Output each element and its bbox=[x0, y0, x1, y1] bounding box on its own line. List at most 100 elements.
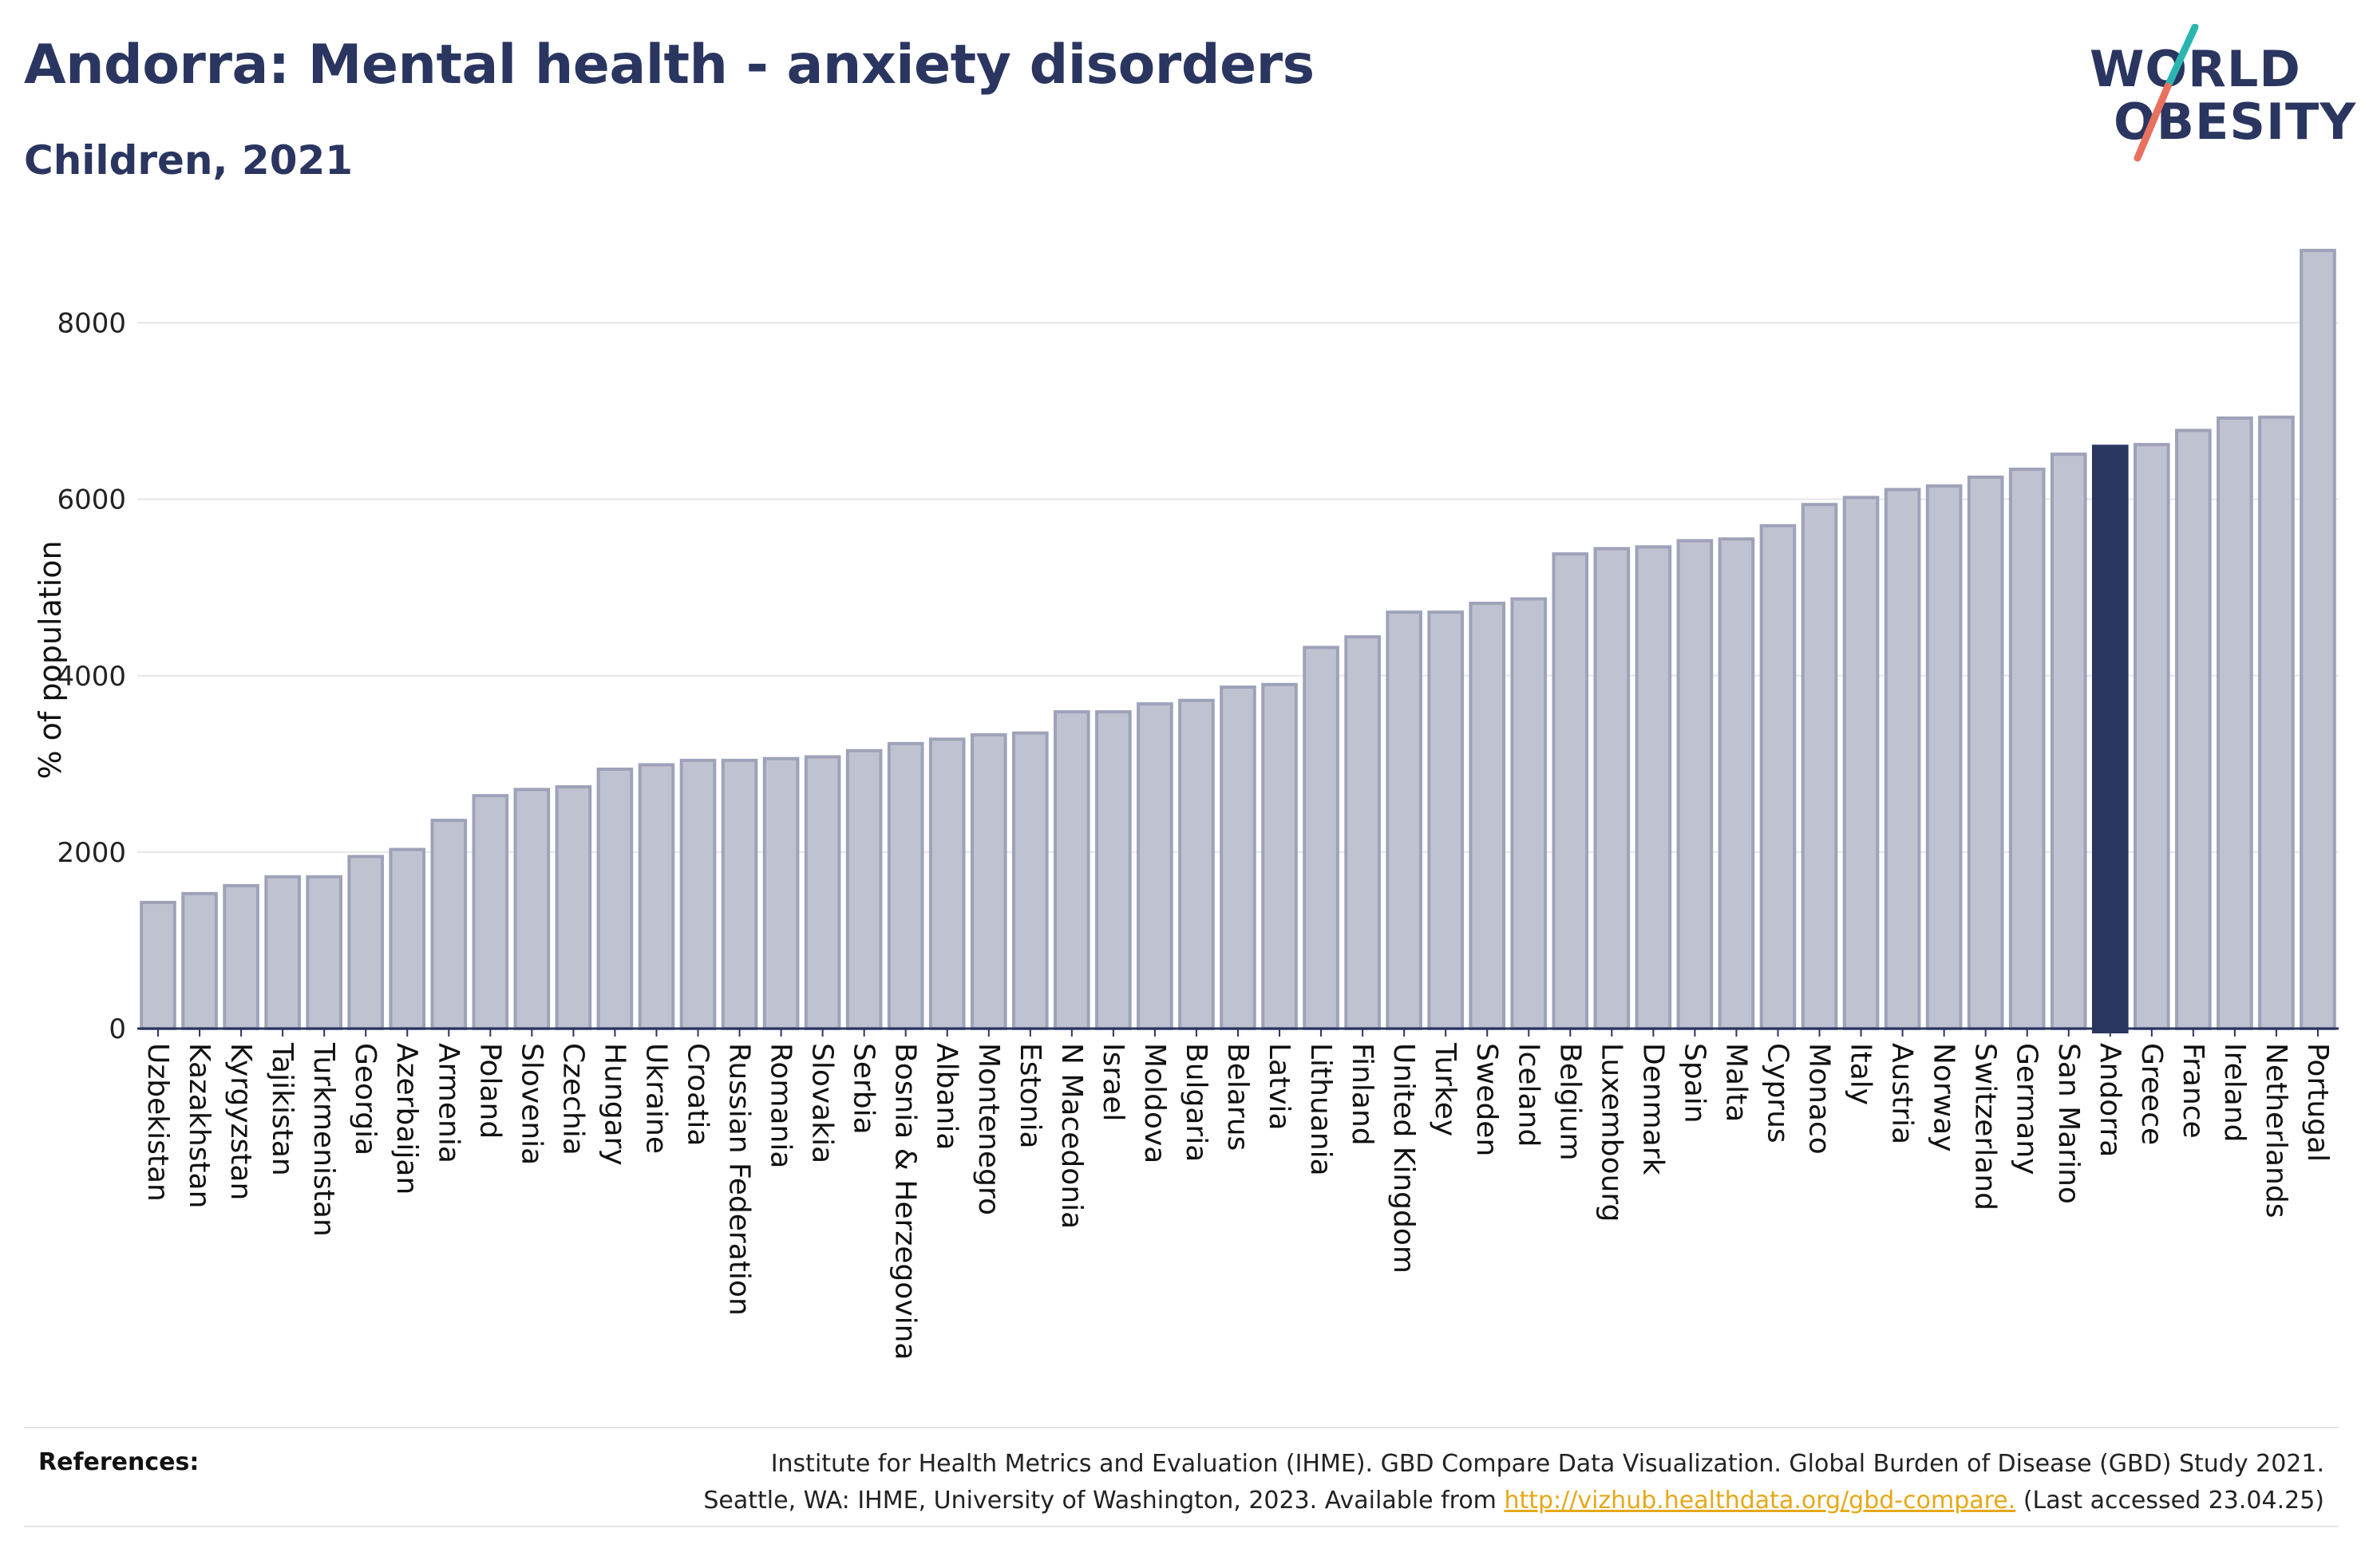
bar bbox=[430, 819, 468, 1030]
x-tick-label: Montenegro bbox=[972, 1043, 1005, 1215]
bar bbox=[596, 767, 634, 1030]
x-tick-label: Norway bbox=[1928, 1043, 1960, 1152]
x-tick-label: Turkey bbox=[1429, 1042, 1461, 1136]
x-tick-label: Greece bbox=[2135, 1043, 2168, 1145]
bar-chart: 0 2000 4000 6000 8000 Uzbekistan Kazakhstan Kyr… bbox=[33, 248, 2339, 1360]
x-tick-label: Portugal bbox=[2301, 1043, 2334, 1162]
references-label: References: bbox=[38, 1448, 200, 1476]
x-tick-label: Belgium bbox=[1553, 1043, 1586, 1161]
x-tick-label: Serbia bbox=[848, 1043, 880, 1135]
x-tick-label: Latvia bbox=[1263, 1043, 1295, 1131]
x-tick-label: Turkmenistan bbox=[307, 1042, 340, 1237]
x-tick-label: Germany bbox=[2011, 1043, 2043, 1175]
x-tick-label: Switzerland bbox=[1969, 1043, 2002, 1211]
x-tick-label: Tajikistan bbox=[266, 1042, 299, 1176]
world-obesity-logo: WORLD OBESITY bbox=[2075, 24, 2355, 168]
x-tick-label: Italy bbox=[1845, 1043, 1877, 1105]
logo-word-1: WORLD bbox=[2090, 40, 2301, 98]
x-tick-label: Bosnia & Herzegovina bbox=[889, 1043, 922, 1360]
x-tick-label: Russian Federation bbox=[723, 1043, 756, 1316]
bar bbox=[638, 763, 675, 1030]
x-tick-label: Slovakia bbox=[806, 1043, 839, 1163]
references-text: Institute for Health Metrics and Evaluat… bbox=[703, 1446, 2324, 1519]
bar bbox=[555, 785, 592, 1030]
bar bbox=[1178, 698, 1215, 1030]
bar bbox=[1261, 682, 1298, 1030]
x-tick-label: Finland bbox=[1346, 1043, 1378, 1146]
x-tick-label: France bbox=[2177, 1043, 2209, 1139]
x-tick-label: N Macedonia bbox=[1055, 1043, 1088, 1229]
x-tick-label: Bulgaria bbox=[1180, 1043, 1212, 1162]
x-tick-label: Spain bbox=[1678, 1043, 1710, 1124]
bar bbox=[1469, 602, 1506, 1030]
reference-link[interactable]: http://vizhub.healthdata.org/gbd-compare… bbox=[1504, 1487, 2016, 1515]
x-tick-label: Poland bbox=[473, 1043, 506, 1139]
bar bbox=[181, 891, 218, 1030]
bar bbox=[1510, 597, 1548, 1030]
x-tick-label: Netherlands bbox=[2260, 1043, 2292, 1218]
reference-line-2-suffix: (Last accessed 23.04.25) bbox=[2015, 1487, 2324, 1515]
x-tick-label: Armenia bbox=[432, 1043, 465, 1163]
bar bbox=[2175, 429, 2212, 1030]
x-tick-label: Iceland bbox=[1512, 1043, 1544, 1147]
bar bbox=[1054, 710, 1090, 1030]
references-divider-bottom bbox=[24, 1526, 2339, 1527]
x-tick-label: Andorra bbox=[2094, 1043, 2126, 1157]
bar bbox=[1137, 702, 1173, 1030]
bar bbox=[804, 755, 841, 1030]
chart-title: Andorra: Mental health - anxiety disorde… bbox=[24, 34, 1315, 97]
x-tick-label: Estonia bbox=[1014, 1043, 1046, 1149]
reference-line-2-prefix: Seattle, WA: IHME, University of Washing… bbox=[703, 1487, 1505, 1515]
bar bbox=[1095, 710, 1132, 1030]
references-divider-top bbox=[24, 1427, 2339, 1428]
bar bbox=[2050, 452, 2087, 1030]
y-tick-label: 6000 bbox=[57, 484, 126, 516]
reference-line-2: Seattle, WA: IHME, University of Washing… bbox=[703, 1483, 2324, 1519]
bar bbox=[2217, 416, 2253, 1030]
x-tick-label: Monaco bbox=[1803, 1043, 1836, 1155]
y-tick-label: 8000 bbox=[57, 308, 126, 340]
bar bbox=[513, 788, 551, 1030]
x-tick-label: Slovenia bbox=[515, 1043, 548, 1165]
x-tick-label: Azerbaijan bbox=[390, 1043, 423, 1195]
x-tick-label: Lithuania bbox=[1304, 1043, 1337, 1176]
bar-highlight bbox=[2091, 444, 2129, 1033]
bar bbox=[1842, 496, 1880, 1030]
bar bbox=[2300, 248, 2336, 1030]
x-tick-label: Denmark bbox=[1636, 1043, 1669, 1175]
bar bbox=[306, 875, 342, 1031]
bar bbox=[721, 758, 758, 1031]
x-tick-label: Luxembourg bbox=[1595, 1043, 1627, 1222]
x-tick-label: Ireland bbox=[2218, 1043, 2251, 1143]
x-tick-label: Cyprus bbox=[1761, 1043, 1793, 1143]
x-tick-label: Georgia bbox=[349, 1043, 382, 1155]
bar bbox=[140, 900, 176, 1030]
y-tick-label: 0 bbox=[109, 1013, 126, 1045]
y-axis-title: % of population bbox=[33, 540, 68, 779]
x-tick-label: Czechia bbox=[556, 1043, 589, 1155]
bar bbox=[762, 756, 800, 1030]
bar bbox=[1759, 523, 1797, 1030]
bar bbox=[1718, 537, 1755, 1030]
x-tick-label: Uzbekistan bbox=[141, 1043, 174, 1202]
bar bbox=[928, 737, 966, 1030]
bar bbox=[1635, 545, 1672, 1030]
bar bbox=[1884, 488, 1921, 1030]
bar bbox=[472, 794, 509, 1031]
x-tick-label: Hungary bbox=[598, 1043, 631, 1166]
bar bbox=[1220, 685, 1256, 1030]
bar bbox=[2134, 443, 2170, 1030]
bar bbox=[1925, 484, 1963, 1030]
bar bbox=[347, 855, 385, 1031]
reference-line-1: Institute for Health Metrics and Evaluat… bbox=[770, 1450, 2324, 1478]
x-tick-label: Moldova bbox=[1138, 1043, 1171, 1163]
bar bbox=[1801, 503, 1838, 1030]
chart-subtitle: Children, 2021 bbox=[24, 137, 354, 184]
bar bbox=[264, 875, 301, 1031]
y-tick-label: 4000 bbox=[57, 661, 126, 693]
bar bbox=[223, 883, 259, 1030]
x-tick-label: Sweden bbox=[1470, 1043, 1503, 1156]
bar bbox=[1552, 552, 1589, 1030]
bar bbox=[845, 748, 883, 1030]
x-tick-label: Austria bbox=[1886, 1043, 1919, 1144]
